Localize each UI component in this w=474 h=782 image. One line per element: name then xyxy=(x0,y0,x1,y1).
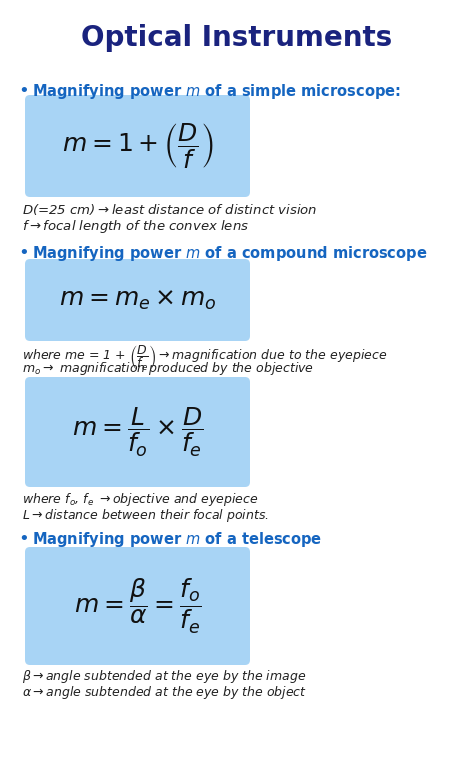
FancyBboxPatch shape xyxy=(25,377,250,487)
Text: Magnifying power $m$ of a simple microscope:: Magnifying power $m$ of a simple microsc… xyxy=(32,82,401,101)
Text: $m = 1 + \left(\dfrac{D}{f}\right)$: $m = 1 + \left(\dfrac{D}{f}\right)$ xyxy=(62,121,213,170)
Text: $f\rightarrow$focal length of the convex lens: $f\rightarrow$focal length of the convex… xyxy=(22,218,249,235)
Text: $\alpha\rightarrow$angle subtended at the eye by the object: $\alpha\rightarrow$angle subtended at th… xyxy=(22,684,307,701)
Text: •: • xyxy=(18,244,29,262)
Text: $m = m_e \times m_o$: $m = m_e \times m_o$ xyxy=(59,288,217,312)
Text: where me = 1 + $\left(\dfrac{D}{f_e}\right)\rightarrow$magnification due to the : where me = 1 + $\left(\dfrac{D}{f_e}\rig… xyxy=(22,344,387,373)
Text: Optical Instruments: Optical Instruments xyxy=(82,24,392,52)
FancyBboxPatch shape xyxy=(25,259,250,341)
Text: $m = \dfrac{\beta}{\alpha} = \dfrac{f_o}{f_e}$: $m = \dfrac{\beta}{\alpha} = \dfrac{f_o}… xyxy=(73,576,201,636)
Text: •: • xyxy=(18,530,29,548)
Text: •: • xyxy=(18,82,29,100)
FancyBboxPatch shape xyxy=(25,547,250,665)
Text: Magnifying power $m$ of a compound microscope: Magnifying power $m$ of a compound micro… xyxy=(32,244,428,263)
Text: where $f_o$, $f_e$ $\rightarrow$objective and eyepiece: where $f_o$, $f_e$ $\rightarrow$objectiv… xyxy=(22,491,259,508)
Text: $m_o\rightarrow$ magnification produced by the objective: $m_o\rightarrow$ magnification produced … xyxy=(22,360,314,377)
Text: $D$(=25 cm)$\rightarrow$least distance of distinct vision: $D$(=25 cm)$\rightarrow$least distance o… xyxy=(22,202,318,217)
Text: $m = \dfrac{L}{f_o} \times \dfrac{D}{f_e}$: $m = \dfrac{L}{f_o} \times \dfrac{D}{f_e… xyxy=(72,406,203,458)
FancyBboxPatch shape xyxy=(25,95,250,197)
Text: Magnifying power $m$ of a telescope: Magnifying power $m$ of a telescope xyxy=(32,530,322,549)
Text: $\beta\rightarrow$angle subtended at the eye by the image: $\beta\rightarrow$angle subtended at the… xyxy=(22,668,306,685)
Text: $L\rightarrow$distance between their focal points.: $L\rightarrow$distance between their foc… xyxy=(22,507,269,524)
